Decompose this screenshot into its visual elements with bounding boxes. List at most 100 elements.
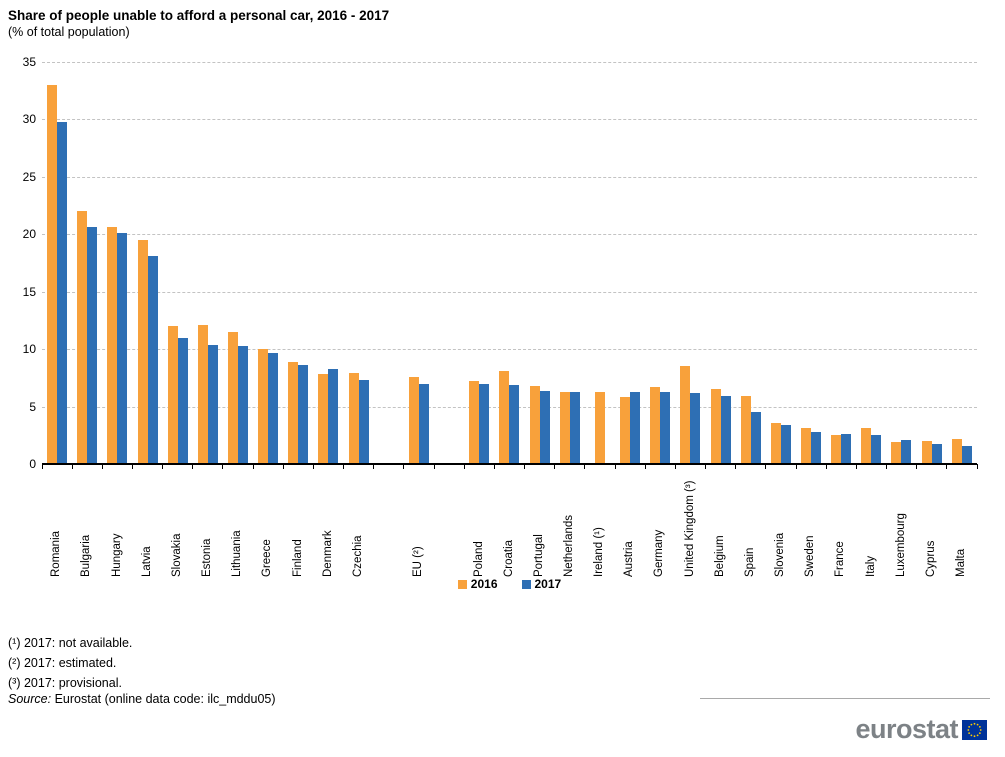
country-label: Luxembourg — [894, 513, 907, 577]
bar-group — [796, 62, 826, 464]
country-label: Portugal — [532, 534, 545, 577]
legend-item-2017: 2017 — [521, 577, 562, 591]
country-label: Netherlands — [562, 514, 575, 577]
country-label: Romania — [50, 530, 63, 577]
bar-group — [826, 62, 856, 464]
bar-2016 — [559, 391, 570, 464]
bar-2017 — [207, 344, 218, 464]
bar-2016 — [408, 376, 419, 464]
x-axis-category-label: Belgium — [705, 471, 735, 577]
bar-groups — [42, 62, 977, 464]
y-axis-tick-label-15: 15 — [22, 284, 36, 299]
x-axis-tick — [644, 464, 646, 469]
country-label: Germany — [653, 529, 666, 577]
x-axis-tick — [493, 464, 495, 469]
x-axis-category-label: Hungary — [102, 471, 132, 577]
bar-2017 — [147, 256, 158, 464]
bar-group — [344, 62, 374, 464]
chart-subtitle: (% of total population) — [8, 25, 130, 39]
bar-2016 — [861, 428, 872, 464]
x-axis-tick — [795, 464, 797, 469]
footnote-1: (¹) 2017: not available. — [8, 636, 133, 650]
bar-2016 — [650, 387, 661, 464]
bar-group — [585, 62, 615, 464]
bar-group — [132, 62, 162, 464]
bar-2016 — [594, 391, 605, 464]
country-label: Ireland (¹) — [593, 527, 606, 577]
country-label: Bulgaria — [80, 534, 93, 577]
x-axis-tick — [614, 464, 616, 469]
plot-area: 0 5 10 15 20 25 30 35 — [23, 55, 978, 471]
country-label: United Kingdom (³) — [683, 480, 696, 577]
bar-2017 — [720, 396, 731, 464]
bar-2017 — [961, 445, 972, 464]
bar-2016 — [47, 84, 58, 464]
bar-group — [947, 62, 977, 464]
x-axis-tick — [916, 464, 918, 469]
bar-group — [464, 62, 494, 464]
bar-2016 — [620, 397, 631, 464]
bar-2017 — [810, 431, 821, 464]
bar-group-spacer — [434, 62, 464, 464]
x-axis-tick — [71, 464, 73, 469]
legend-swatch-2017 — [521, 579, 531, 589]
x-axis-tick — [976, 464, 978, 469]
y-axis-tick-label-5: 5 — [29, 399, 36, 414]
y-axis-tick-label-10: 10 — [22, 342, 36, 357]
bar-2016 — [951, 438, 962, 464]
x-axis-category-label: Portugal — [525, 471, 555, 577]
x-axis-tick — [131, 464, 133, 469]
x-axis-tick — [463, 464, 465, 469]
x-axis-category-label: Netherlands — [555, 471, 585, 577]
bar-group — [675, 62, 705, 464]
bar-2017 — [690, 392, 701, 464]
bar-2017 — [931, 444, 942, 464]
country-label: Cyprus — [924, 540, 937, 577]
country-label: Spain — [743, 547, 756, 577]
y-axis-tick-label-20: 20 — [22, 227, 36, 242]
eu-flag-stars — [967, 722, 982, 737]
country-label: Slovenia — [774, 532, 787, 577]
country-label: Croatia — [502, 539, 515, 577]
x-axis-category-label: Latvia — [132, 471, 162, 577]
country-label: Czechia — [351, 535, 364, 577]
legend-label-2017: 2017 — [534, 577, 562, 591]
x-axis-category-label: Poland — [464, 471, 494, 577]
eurostat-logo: eurostat — [855, 716, 987, 743]
bar-group — [102, 62, 132, 464]
x-axis-category-label: Croatia — [494, 471, 524, 577]
x-axis-category-label: Cyprus — [917, 471, 947, 577]
bar-group — [705, 62, 735, 464]
country-label: Sweden — [804, 535, 817, 577]
bar-group — [886, 62, 916, 464]
x-axis-tick — [403, 464, 405, 469]
bar-2016 — [197, 325, 208, 464]
x-axis-tick — [554, 464, 556, 469]
bar-2017 — [238, 345, 249, 464]
y-axis-tick-label-30: 30 — [22, 112, 36, 127]
x-axis-tick — [825, 464, 827, 469]
x-axis-tick — [855, 464, 857, 469]
x-axis-labels: Romania Bulgaria Hungary Latvia Slovakia Esto… — [42, 471, 977, 577]
x-axis-category-label: Greece — [253, 471, 283, 577]
x-axis-tick — [765, 464, 767, 469]
footnote-2: (²) 2017: estimated. — [8, 656, 117, 670]
x-axis-category-label: Estonia — [193, 471, 223, 577]
legend: 2016 2017 — [42, 577, 977, 591]
gridline-10 — [42, 349, 977, 351]
x-axis-tick — [101, 464, 103, 469]
x-axis-category-label: Spain — [736, 471, 766, 577]
bar-group — [856, 62, 886, 464]
bar-group-spacer — [374, 62, 404, 464]
country-label: Hungary — [110, 533, 123, 577]
country-label: Finland — [291, 539, 304, 577]
bar-group — [253, 62, 283, 464]
x-axis-tick — [433, 464, 435, 469]
bar-2017 — [177, 337, 188, 464]
bar-2016 — [710, 389, 721, 464]
bar-2016 — [891, 442, 902, 464]
x-axis-category-label: Austria — [615, 471, 645, 577]
country-label: Italy — [864, 555, 877, 577]
bar-group — [766, 62, 796, 464]
eu-flag-icon — [962, 719, 987, 740]
